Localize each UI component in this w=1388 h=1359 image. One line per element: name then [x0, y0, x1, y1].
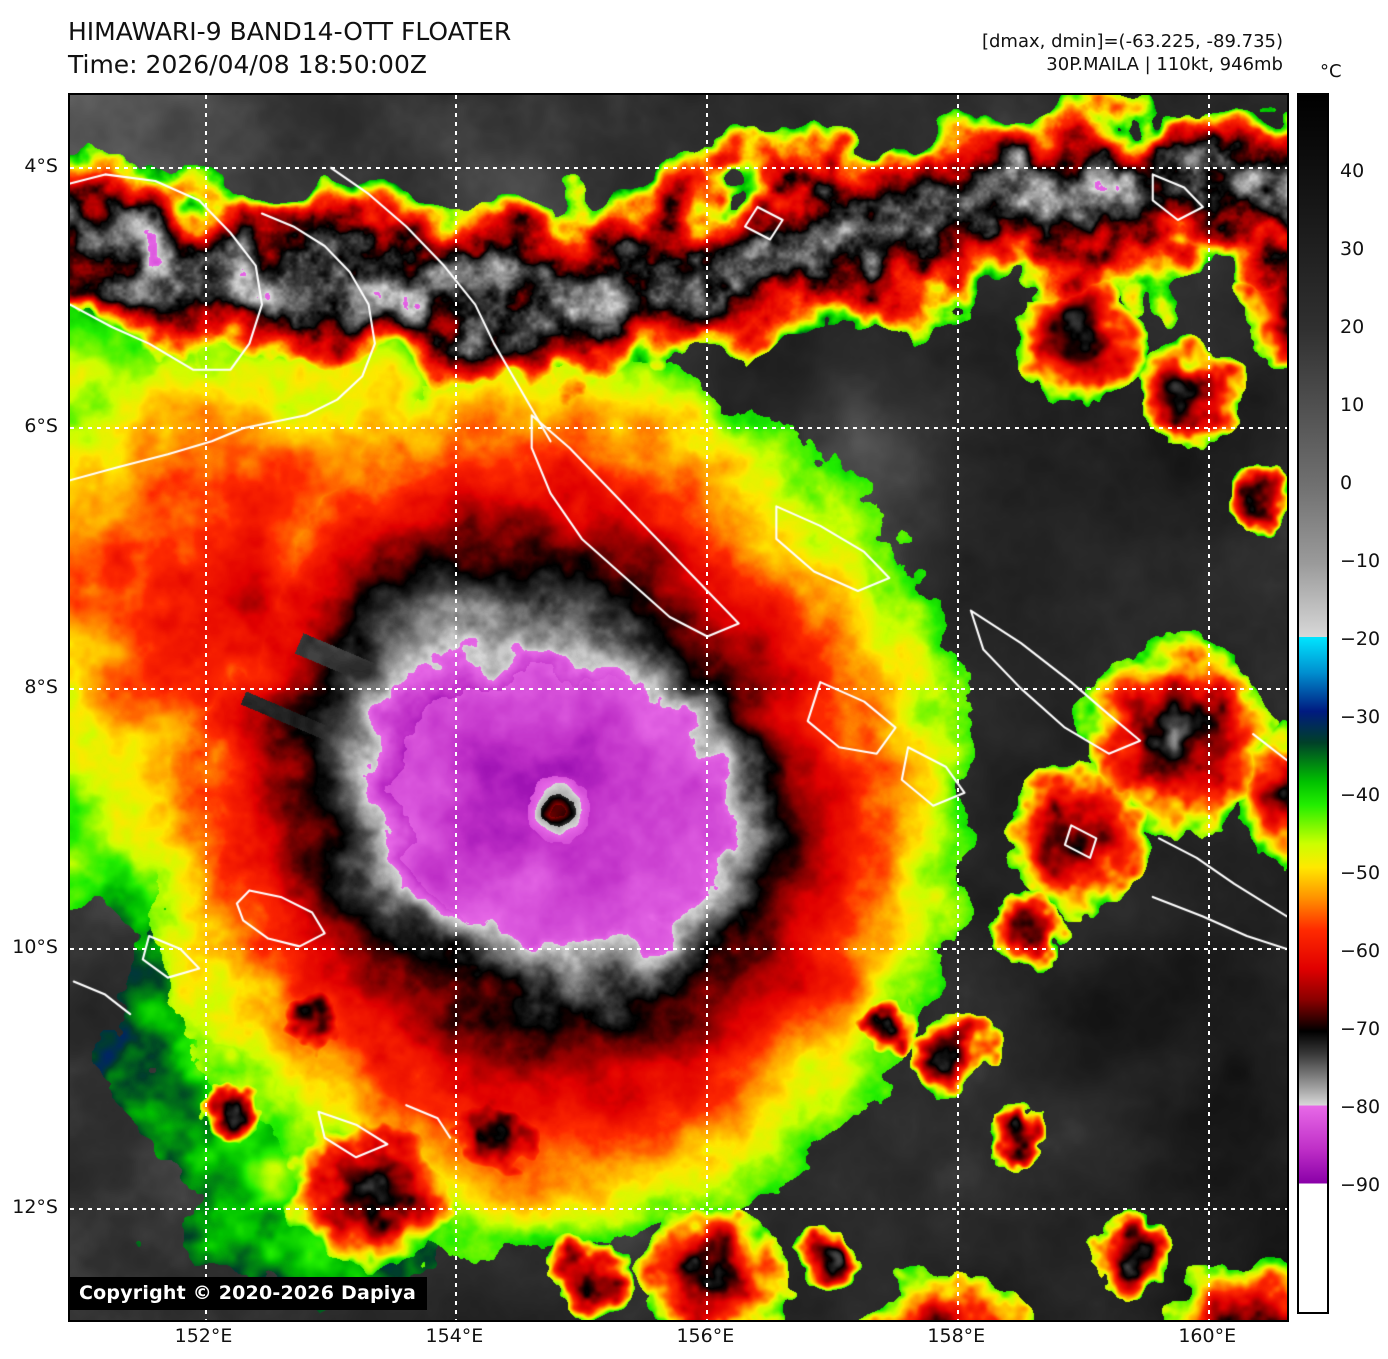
colorbar-tick-3: 10: [1340, 394, 1365, 417]
colorbar-gradient: [1299, 95, 1327, 1312]
colorbar-tick-7: −30: [1340, 706, 1381, 729]
header-meta-block: [dmax, dmin]=(-63.225, -89.735) 30P.MAIL…: [982, 30, 1283, 77]
lon-tick-label-0: 152°E: [174, 1325, 233, 1347]
copyright-notice: Copyright © 2020-2026 Dapiya: [68, 1277, 428, 1310]
product-title: HIMAWARI-9 BAND14-OTT FLOATER: [68, 17, 512, 46]
colorbar-tick-0: 40: [1340, 160, 1365, 182]
lon-tick-label-2: 156°E: [676, 1325, 735, 1347]
satellite-map[interactable]: [68, 93, 1289, 1322]
dmax-dmin-label: [dmax, dmin]=(-63.225, -89.735): [981, 31, 1283, 52]
lon-tick-label-3: 158°E: [927, 1325, 986, 1347]
colorbar-tick-6: −20: [1340, 628, 1381, 651]
colorbar-tick-1: 30: [1340, 238, 1365, 261]
storm-info-label: 30P.MAILA | 110kt, 946mb: [1046, 54, 1283, 76]
colorbar-tick-9: −50: [1340, 862, 1381, 885]
temperature-colorbar[interactable]: [1297, 93, 1329, 1314]
colorbar-tick-8: −40: [1340, 784, 1381, 807]
lat-tick-label-3: 10°S: [12, 935, 58, 958]
colorbar-tick-13: −90: [1340, 1174, 1381, 1197]
colorbar-tick-11: −70: [1340, 1018, 1381, 1041]
colorbar-tick-12: −80: [1340, 1096, 1381, 1119]
colorbar-tick-10: −60: [1340, 940, 1381, 963]
satellite-imagery-canvas: [70, 95, 1287, 1320]
lat-tick-label-4: 12°S: [12, 1196, 58, 1219]
lat-tick-label-2: 8°S: [24, 675, 58, 698]
timestamp-label: Time: 2026/04/08 18:50:00Z: [68, 49, 427, 79]
colorbar-tick-2: 20: [1340, 316, 1365, 339]
colorbar-tick-5: −10: [1340, 550, 1381, 573]
lon-tick-label-4: 160°E: [1178, 1325, 1237, 1347]
lat-tick-label-0: 4°S: [24, 154, 58, 177]
header-title-block: HIMAWARI-9 BAND14-OTT FLOATER Time: 2026…: [68, 16, 511, 81]
colorbar-tick-4: 0: [1340, 472, 1353, 495]
lon-tick-label-1: 154°E: [425, 1325, 484, 1347]
colorbar-unit-label: °C: [1320, 61, 1342, 82]
lat-tick-label-1: 6°S: [24, 415, 58, 438]
